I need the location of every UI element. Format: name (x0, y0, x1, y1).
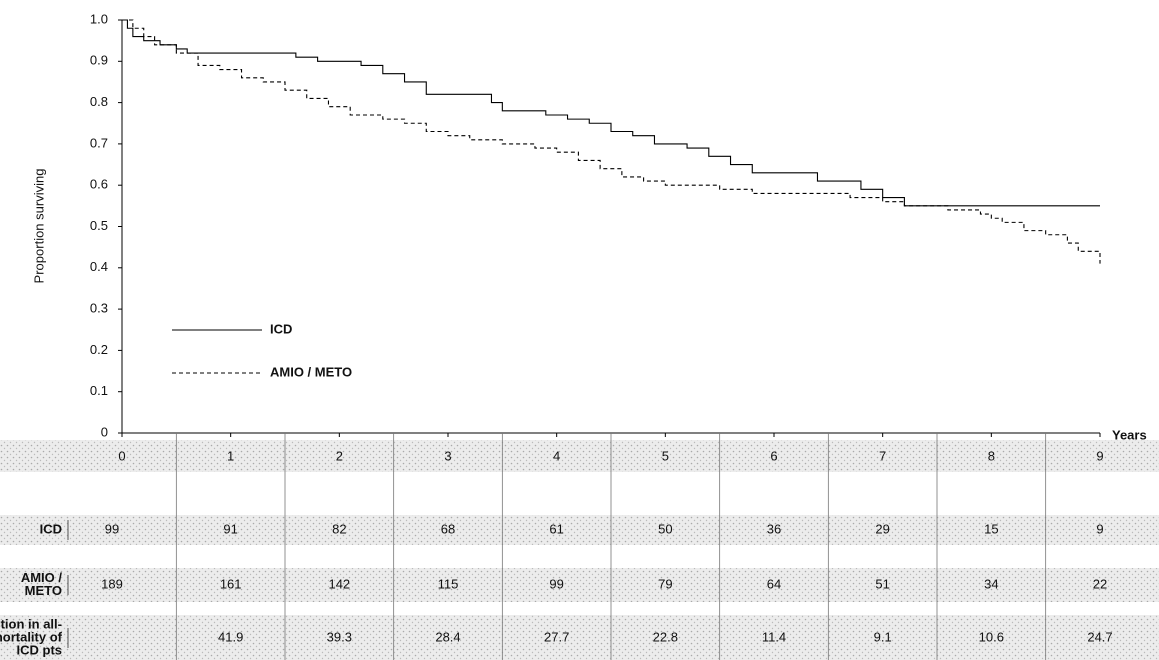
row-label: ICD pts (17, 642, 63, 657)
row-label: AMIO / (21, 570, 63, 585)
y-tick-label: 0.4 (90, 259, 108, 274)
y-tick-label: 0 (101, 424, 108, 439)
table-cell: 61 (549, 521, 563, 536)
y-tick-label: 0.3 (90, 301, 108, 316)
table-cell: 64 (767, 576, 781, 591)
table-cell: 39.3 (327, 629, 352, 644)
table-cell: 29 (875, 521, 889, 536)
x-tick-label: 5 (662, 448, 669, 463)
table-cell: 15 (984, 521, 998, 536)
row-label: METO (25, 583, 62, 598)
table-cell: 51 (875, 576, 889, 591)
table-band (0, 568, 1159, 602)
table-band (0, 515, 1159, 545)
table-band (0, 440, 1159, 472)
y-tick-label: 0.9 (90, 53, 108, 68)
table-cell: 91 (223, 521, 237, 536)
x-tick-label: 1 (227, 448, 234, 463)
x-tick-label: 0 (118, 448, 125, 463)
survival-line (122, 19, 1101, 264)
y-axis-label: Proportion surviving (31, 169, 46, 284)
table-cell: 9.1 (874, 629, 892, 644)
table-band (0, 615, 1159, 660)
x-tick-label: 7 (879, 448, 886, 463)
table-cell: 99 (105, 521, 119, 536)
table-cell: 9 (1096, 521, 1103, 536)
legend-label: ICD (270, 321, 292, 336)
x-tick-label: 6 (770, 448, 777, 463)
table-cell: 11.4 (762, 629, 786, 644)
y-tick-label: 0.7 (90, 135, 108, 150)
x-tick-label: 9 (1096, 448, 1103, 463)
x-tick-label: 4 (553, 448, 560, 463)
survival-line (122, 19, 1100, 207)
table-cell: 22 (1093, 576, 1107, 591)
row-label: % reduction in all- (0, 616, 62, 631)
table-cell: 34 (984, 576, 998, 591)
y-tick-label: 0.5 (90, 218, 108, 233)
table-cell: 161 (220, 576, 242, 591)
table-cell: 68 (441, 521, 455, 536)
legend-label: AMIO / METO (270, 364, 352, 379)
x-tick-label: 3 (444, 448, 451, 463)
table-cell: 27.7 (544, 629, 569, 644)
table-cell: 22.8 (653, 629, 678, 644)
y-tick-label: 0.1 (90, 383, 108, 398)
y-tick-label: 1.0 (90, 11, 108, 26)
table-cell: 99 (549, 576, 563, 591)
table-cell: 82 (332, 521, 346, 536)
row-label: cause mortality of (0, 629, 63, 644)
table-cell: 41.9 (218, 629, 243, 644)
table-cell: 142 (328, 576, 350, 591)
row-label: ICD (40, 521, 62, 536)
table-cell: 50 (658, 521, 672, 536)
x-tick-label: 2 (336, 448, 343, 463)
table-cell: 24.7 (1087, 629, 1112, 644)
x-tick-label: 8 (988, 448, 995, 463)
table-cell: 115 (438, 576, 459, 591)
table-cell: 79 (658, 576, 672, 591)
table-cell: 36 (767, 521, 781, 536)
x-axis-label: Years (1112, 427, 1147, 442)
table-cell: 10.6 (979, 629, 1004, 644)
y-tick-label: 0.8 (90, 94, 108, 109)
y-tick-label: 0.6 (90, 177, 108, 192)
table-cell: 189 (101, 576, 123, 591)
table-cell: 28.4 (435, 629, 460, 644)
y-tick-label: 0.2 (90, 342, 108, 357)
